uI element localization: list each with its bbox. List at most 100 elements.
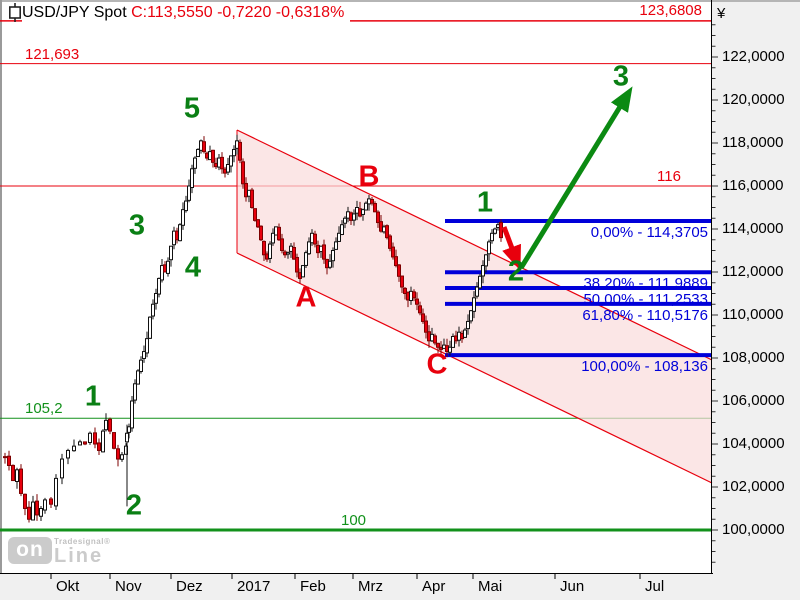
candle [78,441,82,446]
price-axis[interactable] [712,0,800,600]
candle [116,448,120,460]
candle [376,211,380,224]
candle [104,419,108,431]
candle [130,400,134,429]
candle [202,141,206,153]
candle [101,430,105,453]
candle [166,260,170,274]
time-axis[interactable] [0,574,800,600]
projection-arrow [501,226,521,271]
quote-text: C:113,5550 -0,7220 -0,6318% [131,4,345,21]
wave-label-4: 4 [184,251,202,284]
candle [415,298,419,305]
candle [226,164,230,173]
candle [151,303,155,317]
candle [142,351,146,359]
candle [499,222,503,239]
y-axis-label: 122,0000 [722,48,785,65]
candle [433,335,437,344]
candle [7,455,11,467]
wave-label-C: C [426,348,448,381]
candle [139,359,143,372]
y-axis-label: 104,0000 [722,435,785,452]
candle [493,228,497,234]
candle [39,508,43,517]
wave-label-2: 2 [125,489,143,522]
candle [190,168,194,188]
candle [421,313,425,322]
logo-brand-text: Tradesignal® [54,537,111,546]
candle [187,185,191,201]
candle [169,245,173,261]
candle [181,209,185,226]
candle [352,213,356,221]
candle [370,198,374,204]
candle [54,477,58,507]
candle [97,442,101,451]
y-axis-label: 120,0000 [722,91,785,108]
wave-label-3: 3 [128,209,146,242]
y-axis-label: 118,0000 [722,134,784,151]
candle [343,217,347,224]
candle [448,346,452,353]
candle [133,383,137,401]
candle [391,246,395,258]
x-axis-label: Mrz [358,578,383,595]
candle [232,148,236,157]
candle [295,256,299,273]
candle [436,342,440,348]
projection-arrow [518,86,633,270]
logo-on-badge: on [8,537,52,564]
candle [193,157,197,169]
x-axis-label: Nov [115,578,142,595]
x-axis-label: Okt [56,578,80,595]
fib-level-label: 100,00% - 108,136 [581,358,708,376]
candle [136,370,140,385]
candle [307,241,311,255]
candlestick-chart-icon [7,2,23,28]
logo-line-text: Line [54,545,104,567]
candlestick-series [3,134,503,523]
candle [241,161,245,185]
candle [469,310,473,322]
candle [72,445,76,452]
fibonacci-lines [445,219,712,358]
y-axis-label: 110,0000 [722,306,784,323]
candle [23,493,27,510]
candle [31,501,35,521]
candle [331,250,335,262]
candle [337,232,341,242]
y-axis-label: 106,0000 [722,392,785,409]
wave-label-2: 2 [507,255,525,288]
candle [83,441,87,445]
price-level-label: 116 [657,168,681,185]
candle [322,244,326,260]
wave-label-5: 5 [183,92,201,125]
price-level-label: 100 [341,512,367,529]
instrument-title[interactable]: USD/JPY Spot C:113,5550 -0,7220 -0,6318% [22,4,351,23]
candle [160,265,164,281]
candle [484,254,488,267]
currency-symbol: ¥ [717,5,726,22]
candle [3,456,7,459]
candle [340,224,344,235]
candle [262,240,266,256]
candle [88,432,92,443]
fib-level-label: 0,00% - 114,3705 [590,224,708,242]
candle [11,464,15,482]
candle [250,189,254,209]
candle [238,141,242,161]
candle [112,432,116,449]
candle [66,449,70,459]
candle [229,155,233,167]
candle [271,232,275,244]
x-axis-label: 2017 [237,578,271,595]
x-axis-label: Dez [176,578,203,595]
candle [385,225,389,239]
x-axis-label: Apr [422,578,446,595]
candle [280,238,284,251]
candle [108,418,112,432]
candle [27,506,31,520]
